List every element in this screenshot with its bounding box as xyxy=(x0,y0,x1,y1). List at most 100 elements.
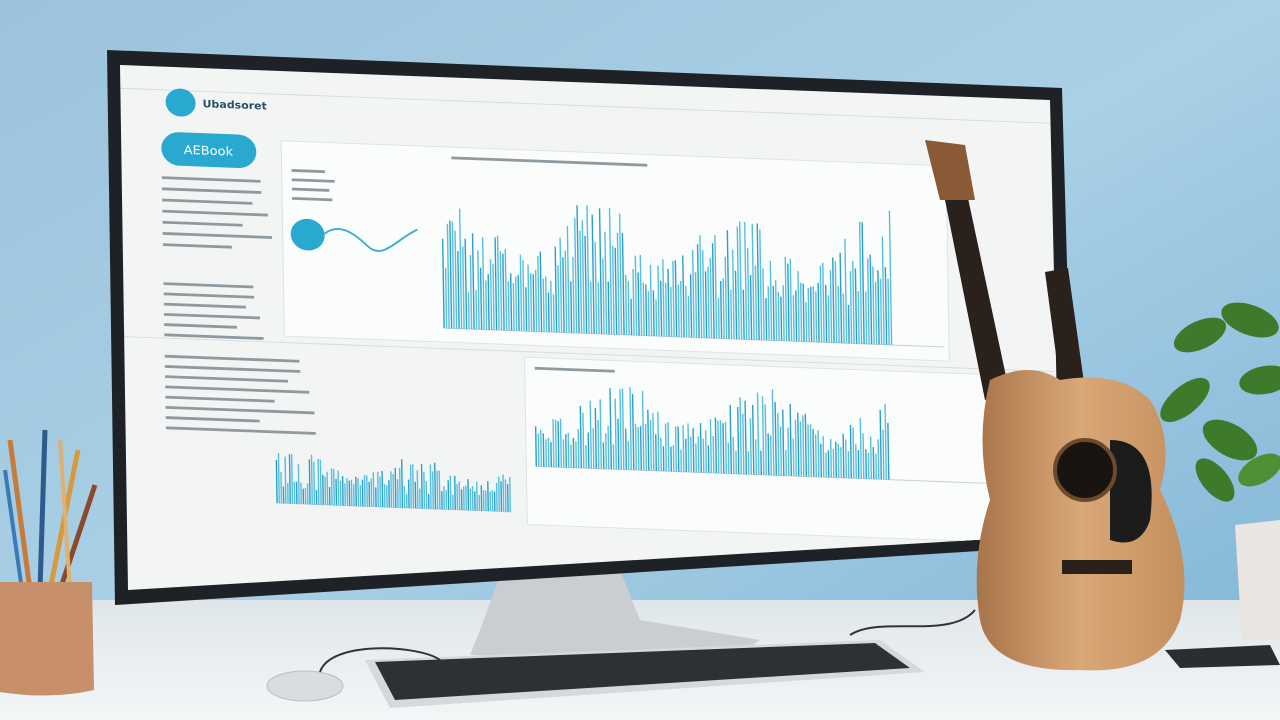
wave-bar xyxy=(552,294,555,333)
wave-bar xyxy=(812,428,815,477)
wave-bar xyxy=(602,258,605,335)
wave-bar xyxy=(842,293,845,344)
wave-bar xyxy=(810,286,813,342)
wave-bar xyxy=(736,226,740,340)
wave-bar xyxy=(744,400,748,475)
wave-bar xyxy=(507,281,510,331)
wave-bar xyxy=(557,265,560,333)
wave-bar xyxy=(834,261,838,343)
wave-bar xyxy=(722,278,725,339)
wave-bar xyxy=(690,436,693,473)
wave-bar xyxy=(696,244,700,338)
wave-bar xyxy=(639,254,643,336)
text-line xyxy=(292,196,333,202)
wave-bar xyxy=(649,264,653,336)
logo-icon xyxy=(165,88,196,117)
wave-bar xyxy=(509,273,513,331)
wave-bar xyxy=(840,447,843,478)
wave-bar xyxy=(554,419,558,468)
wave-bar xyxy=(884,403,888,480)
wave-bar xyxy=(542,433,545,467)
wave-bar xyxy=(762,268,765,341)
wave-bar xyxy=(467,292,470,330)
phone xyxy=(1165,645,1280,668)
wave-bar xyxy=(854,268,858,344)
wave-bar xyxy=(451,221,455,329)
wave-bar xyxy=(724,421,728,474)
wave-bar xyxy=(847,304,850,344)
wave-bar xyxy=(400,459,404,508)
wave-bar xyxy=(815,291,818,343)
wave-bar xyxy=(392,473,395,508)
wave-bar xyxy=(687,423,690,473)
wave-bar xyxy=(789,403,793,476)
button[interactable] xyxy=(161,132,257,169)
wave-bar xyxy=(727,442,730,474)
wave-bar xyxy=(412,464,415,509)
wave-bar xyxy=(431,471,434,509)
wave-bar xyxy=(559,418,563,468)
wave-bar xyxy=(827,295,830,343)
wave-bar xyxy=(647,409,650,471)
wave-bar xyxy=(599,399,603,469)
wave-bar xyxy=(577,428,580,468)
wave-bar xyxy=(739,397,743,475)
wave-bar xyxy=(288,454,291,504)
text-line xyxy=(162,198,253,205)
wave-bar xyxy=(446,223,450,329)
wave-bar xyxy=(655,299,658,337)
stat-badge xyxy=(290,218,325,251)
wave-bar xyxy=(618,213,623,335)
wave-bar xyxy=(550,280,553,333)
wave-bar xyxy=(849,424,853,479)
wave-bar xyxy=(879,409,883,480)
wave-bar xyxy=(817,430,820,478)
guitar-body xyxy=(976,370,1185,671)
text-line xyxy=(165,405,315,415)
wave-bar xyxy=(390,471,393,508)
wave-bar xyxy=(829,439,833,478)
wave-bar xyxy=(869,436,873,479)
wave-bar xyxy=(724,256,728,339)
wave-bar xyxy=(591,214,595,334)
wave-bar xyxy=(629,387,633,470)
wave-bar xyxy=(665,282,668,337)
wave-bar xyxy=(682,255,685,338)
text-line xyxy=(163,292,255,299)
wave-bar xyxy=(667,421,670,472)
wave-bar xyxy=(792,295,795,342)
wave-bar xyxy=(644,423,648,471)
text-line xyxy=(291,178,335,183)
wave-bar xyxy=(888,210,893,345)
wave-bar xyxy=(592,428,595,469)
wave-bar xyxy=(859,418,863,479)
wave-bar xyxy=(657,265,660,337)
wave-bar xyxy=(652,413,655,471)
cable xyxy=(319,647,441,673)
wave-bar xyxy=(734,270,738,340)
wave-bar xyxy=(297,464,300,504)
wave-bar xyxy=(475,290,478,330)
wave-bar xyxy=(574,218,578,334)
wave-bar xyxy=(746,248,750,340)
wave-bar xyxy=(795,290,798,342)
wave-bar xyxy=(672,260,675,337)
wave-bar xyxy=(849,271,853,344)
wave-bar xyxy=(614,247,618,335)
wave-bar xyxy=(777,412,780,476)
wave-bar xyxy=(702,438,705,473)
wave-bar xyxy=(467,479,470,511)
wave-bar xyxy=(564,250,568,333)
wave-bar xyxy=(774,280,778,341)
wave-bar xyxy=(699,235,703,338)
wave-bar xyxy=(429,464,432,509)
text-line xyxy=(163,282,254,289)
wave-bar xyxy=(749,418,753,475)
button-label[interactable]: AEBook xyxy=(184,142,234,158)
wave-bar xyxy=(817,282,820,343)
wave-bar xyxy=(802,283,805,342)
wave-bar xyxy=(782,285,785,341)
wave-bar xyxy=(566,226,570,333)
wave-bar xyxy=(738,221,743,340)
wave-bar xyxy=(829,270,833,343)
